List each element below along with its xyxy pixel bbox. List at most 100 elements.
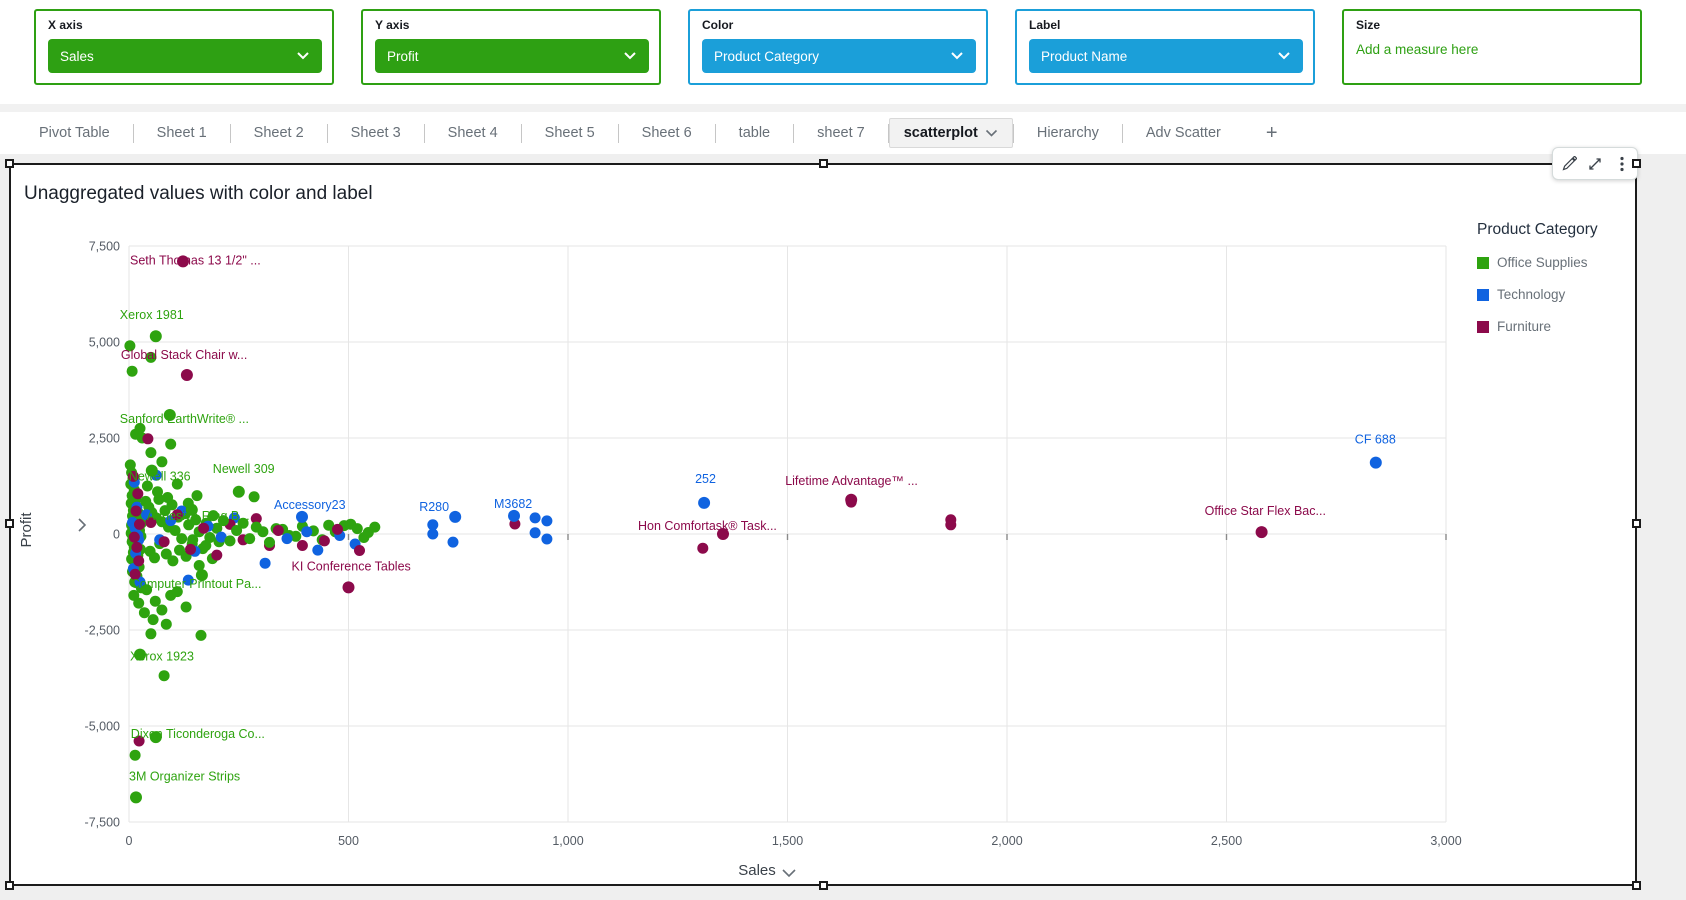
data-point[interactable] xyxy=(133,597,145,609)
data-point[interactable] xyxy=(193,560,205,571)
data-point[interactable] xyxy=(180,601,192,613)
sheet-tab-sheet-5[interactable]: Sheet 5 xyxy=(522,119,618,147)
data-point[interactable] xyxy=(244,533,256,545)
data-point[interactable] xyxy=(529,527,541,539)
data-point[interactable] xyxy=(145,447,157,459)
data-point[interactable] xyxy=(697,542,709,554)
data-point[interactable] xyxy=(191,490,203,502)
data-point[interactable] xyxy=(185,543,196,555)
data-point[interactable] xyxy=(156,456,168,468)
data-point[interactable] xyxy=(190,514,202,526)
data-point[interactable] xyxy=(215,531,227,543)
sheet-tab-hierarchy[interactable]: Hierarchy xyxy=(1014,119,1122,147)
data-point[interactable] xyxy=(141,480,153,492)
resize-handle-right-middle[interactable] xyxy=(1632,519,1641,528)
legend-item-furniture[interactable]: Furniture xyxy=(1477,319,1635,334)
data-point[interactable] xyxy=(427,528,439,540)
data-point[interactable] xyxy=(126,365,138,377)
resize-handle-bottom-center[interactable] xyxy=(819,881,828,890)
labeled-data-point[interactable] xyxy=(508,509,520,522)
data-point[interactable] xyxy=(133,735,145,747)
chevron-down-icon[interactable] xyxy=(985,129,998,137)
data-point[interactable] xyxy=(156,604,168,616)
data-point[interactable] xyxy=(131,541,143,553)
data-point[interactable] xyxy=(158,536,170,548)
labeled-data-point[interactable] xyxy=(717,528,729,540)
data-point[interactable] xyxy=(171,586,183,598)
color-dropdown[interactable]: Product Category xyxy=(702,39,976,73)
labeled-data-point[interactable] xyxy=(845,493,858,506)
data-point[interactable] xyxy=(152,486,163,498)
data-point[interactable] xyxy=(158,670,170,682)
data-point[interactable] xyxy=(138,607,150,619)
y-axis-dropdown[interactable]: Profit xyxy=(375,39,649,73)
data-point[interactable] xyxy=(145,517,157,528)
x-axis-title[interactable]: Sales xyxy=(738,862,776,879)
sheet-tab-sheet-6[interactable]: Sheet 6 xyxy=(619,119,715,147)
labeled-data-point[interactable] xyxy=(180,369,193,381)
data-point[interactable] xyxy=(134,422,146,434)
data-point[interactable] xyxy=(198,522,210,534)
data-point[interactable] xyxy=(264,536,275,548)
data-point[interactable] xyxy=(945,519,957,531)
data-point[interactable] xyxy=(130,505,142,517)
data-point[interactable] xyxy=(128,531,140,543)
data-point[interactable] xyxy=(171,509,183,521)
resize-handle-top-center[interactable] xyxy=(819,159,828,168)
data-point[interactable] xyxy=(248,491,260,503)
resize-handle-bottom-left[interactable] xyxy=(5,881,14,890)
data-point[interactable] xyxy=(427,519,439,531)
labeled-data-point[interactable] xyxy=(163,409,176,421)
data-point[interactable] xyxy=(160,618,172,630)
labeled-data-point[interactable] xyxy=(1255,526,1268,539)
data-point[interactable] xyxy=(369,521,381,533)
data-point[interactable] xyxy=(162,492,174,503)
labeled-data-point[interactable] xyxy=(185,503,198,516)
data-point[interactable] xyxy=(133,555,145,567)
y-axis-title[interactable]: Profit xyxy=(18,512,35,548)
sheet-tab-sheet-4[interactable]: Sheet 4 xyxy=(425,119,521,147)
labeled-data-point[interactable] xyxy=(698,496,711,509)
data-point[interactable] xyxy=(259,557,271,569)
data-point[interactable] xyxy=(224,535,236,547)
y-axis-chevron-icon[interactable] xyxy=(78,518,87,532)
data-point[interactable] xyxy=(281,533,293,545)
data-point[interactable] xyxy=(237,517,249,529)
data-point[interactable] xyxy=(195,629,207,641)
data-point[interactable] xyxy=(171,478,183,490)
data-point[interactable] xyxy=(332,523,343,535)
legend-item-technology[interactable]: Technology xyxy=(1477,287,1635,302)
data-point[interactable] xyxy=(145,628,157,640)
resize-handle-bottom-right[interactable] xyxy=(1632,881,1641,890)
expand-icon[interactable] xyxy=(1584,153,1606,175)
sheet-tab-scatterplot[interactable]: scatterplot xyxy=(888,118,1013,148)
resize-handle-top-right[interactable] xyxy=(1632,159,1641,168)
sheet-tab-pivot-table[interactable]: Pivot Table xyxy=(16,119,133,147)
sheet-tab-table[interactable]: table xyxy=(716,119,793,147)
data-point[interactable] xyxy=(145,351,157,363)
labeled-data-point[interactable] xyxy=(177,255,189,268)
menu-kebab-icon[interactable] xyxy=(1611,153,1633,175)
data-point[interactable] xyxy=(312,544,324,556)
legend-item-office-supplies[interactable]: Office Supplies xyxy=(1477,255,1635,270)
labeled-data-point[interactable] xyxy=(342,581,355,594)
x-axis-dropdown[interactable]: Sales xyxy=(48,39,322,73)
data-point[interactable] xyxy=(231,525,243,536)
data-point[interactable] xyxy=(290,530,302,542)
data-point[interactable] xyxy=(129,749,141,761)
data-point[interactable] xyxy=(211,522,223,534)
data-point[interactable] xyxy=(147,614,159,626)
size-field-well[interactable]: Size Add a measure here xyxy=(1342,9,1642,85)
resize-handle-top-left[interactable] xyxy=(5,159,14,168)
labeled-data-point[interactable] xyxy=(145,464,158,477)
sheet-tab-adv-scatter[interactable]: Adv Scatter xyxy=(1123,119,1244,147)
sheet-tab-sheet-3[interactable]: Sheet 3 xyxy=(328,119,424,147)
data-point[interactable] xyxy=(541,515,553,527)
data-point[interactable] xyxy=(217,515,229,527)
resize-handle-left-middle[interactable] xyxy=(5,519,14,528)
labeled-data-point[interactable] xyxy=(134,648,146,661)
labeled-data-point[interactable] xyxy=(149,731,162,744)
labeled-data-point[interactable] xyxy=(1369,456,1382,469)
labeled-data-point[interactable] xyxy=(130,791,142,804)
data-point[interactable] xyxy=(351,523,363,535)
